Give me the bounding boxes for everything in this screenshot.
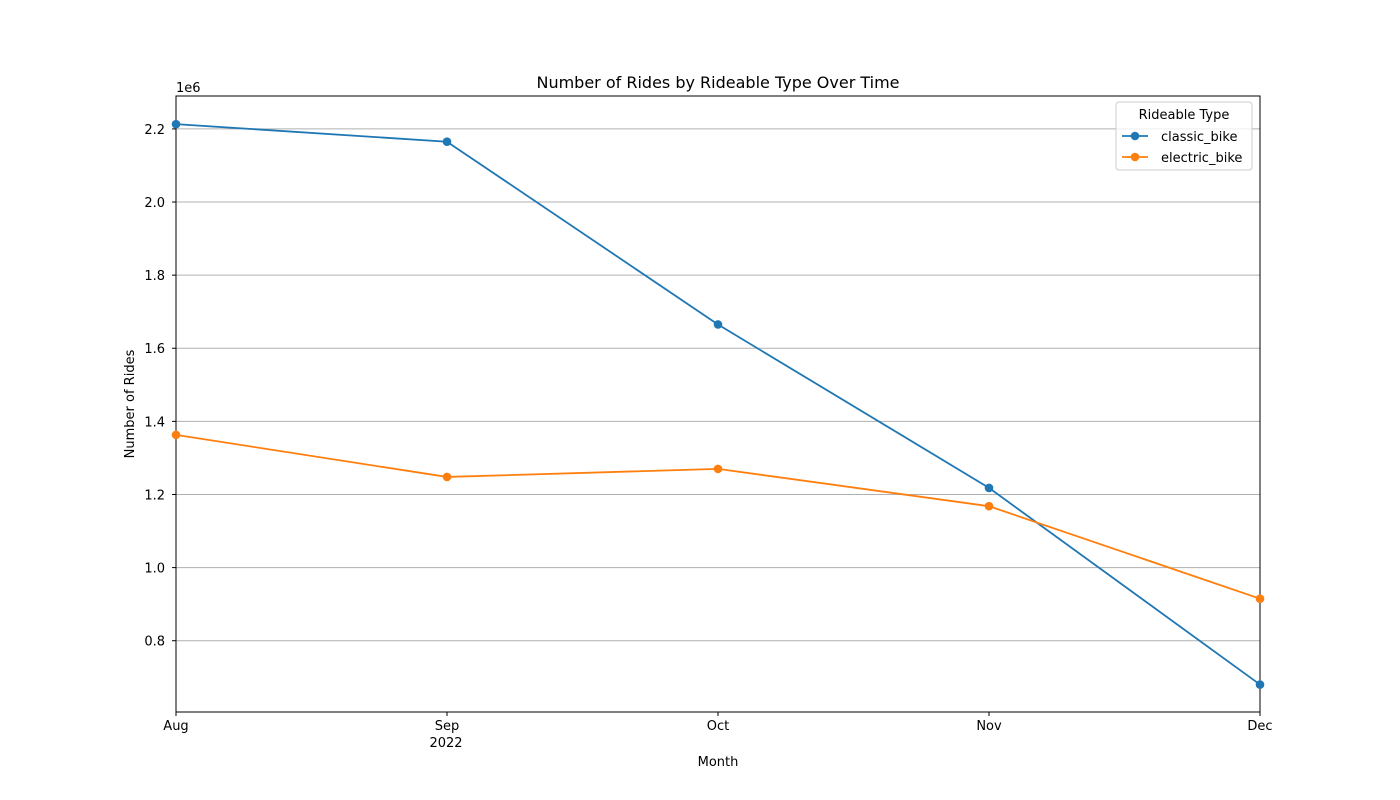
series-layer (171, 119, 1265, 689)
electric_bike-point (442, 472, 452, 482)
y-tick-label: 1.2 (144, 488, 165, 503)
y-tick-label: 2.0 (144, 196, 165, 211)
classic_bike-point (171, 119, 181, 129)
electric_bike-point (1255, 594, 1265, 603)
grid-lines (176, 128, 1260, 642)
x-year-label: 2022 (429, 736, 462, 751)
classic_bike-point (713, 320, 723, 329)
x-tick-label: Oct (707, 719, 729, 734)
x-tick-label: Dec (1247, 719, 1272, 734)
legend-electric_bike-marker (1130, 152, 1140, 162)
y-tick-label: 0.8 (144, 635, 165, 650)
legend-electric_bike-label: electric_bike (1161, 151, 1242, 166)
electric_bike-point (984, 501, 994, 511)
classic_bike-point (1255, 680, 1265, 689)
x-axis-label: Month (698, 755, 739, 770)
electric_bike-point (171, 430, 181, 440)
y-tick-label: 2.2 (144, 123, 165, 138)
x-axis: Aug Sep Oct Nov Dec (163, 712, 1273, 734)
y-axis-label: Number of Rides (123, 349, 138, 458)
x-tick-label: Aug (163, 719, 188, 734)
y-tick-label: 1.8 (144, 269, 165, 284)
x-tick-label: Nov (976, 719, 1002, 734)
x-tick-label: Sep (435, 719, 460, 734)
legend-box (1115, 101, 1253, 171)
legend-classic_bike-marker (1130, 131, 1140, 141)
plot-area-frame (175, 95, 1261, 713)
electric_bike-point (713, 464, 723, 474)
y-tick-label: 1.6 (144, 342, 165, 357)
chart-title: Number of Rides by Rideable Type Over Ti… (536, 73, 899, 92)
electric_bike-line (175, 434, 1261, 600)
y-tick-label: 1.4 (144, 415, 165, 430)
classic_bike-point (442, 137, 452, 146)
legend: Rideable Type classic_bike electric_bike (1115, 101, 1253, 171)
legend-classic_bike-label: classic_bike (1161, 130, 1237, 145)
classic_bike-line (175, 123, 1261, 686)
y-axis: 0.8 1.0 1.2 1.4 1.6 1.8 2.0 2.2 (144, 123, 176, 650)
legend-title: Rideable Type (1139, 108, 1230, 123)
classic_bike-point (984, 483, 994, 493)
y-multiplier-label: 1e6 (176, 81, 201, 96)
y-tick-label: 1.0 (144, 562, 165, 577)
